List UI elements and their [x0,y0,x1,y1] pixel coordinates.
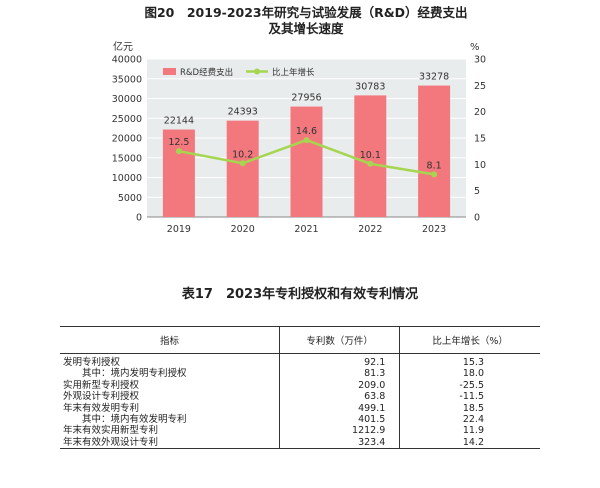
legend-marker-line [254,68,260,75]
bar [290,106,323,217]
chart-title: 图20 2019-2023年研究与试验发展（R&D）经费支出 [144,5,467,20]
row-growth: 22.4 [462,414,484,426]
y-tick-label-right: 5 [474,186,480,197]
row-patent-count: 499.1 [279,402,401,415]
table-row: 其中：境内有效发明专利 401.5 22.4 [60,414,540,426]
x-tick-label: 2022 [358,224,382,235]
row-patent-count: 1212.9 [279,425,401,437]
row-indicator: 年末有效外观设计专利 [60,436,281,450]
row-patent-count: 401.5 [279,414,401,426]
header-indicator: 指标 [60,326,281,354]
x-tick-label: 2023 [422,224,446,235]
table-row: 其中：境内发明专利授权 81.3 18.0 [60,368,540,380]
row-growth: 15.3 [462,357,484,368]
line-value-label: 14.6 [296,126,317,137]
line-value-label: 12.5 [168,137,189,148]
bar-value-label: 30783 [355,81,385,92]
bar [354,95,387,217]
y-tick-label-right: 15 [474,134,486,145]
row-indicator: 年末有效实用新型专利 [60,425,281,437]
header-patent-count: 专利数（万件） [279,326,401,354]
row-indicator: 其中：境内有效发明专利 [60,414,281,426]
row-patent-count: 81.3 [279,368,401,380]
table-row: 年末有效发明专利 499.1 18.5 [60,402,540,415]
row-indicator: 实用新型专利授权 [60,379,281,392]
y-tick-label-left: 10000 [112,173,142,184]
growth-point [175,148,182,155]
line-value-label: 10.2 [232,149,253,160]
y-tick-label-right: 30 [474,55,486,66]
table-row: 发明专利授权 92.1 15.3 [60,353,540,369]
bar-value-label: 22144 [164,116,194,127]
row-indicator: 发明专利授权 [60,353,281,369]
bar-value-label: 24393 [228,107,258,118]
row-indicator: 其中：境内发明专利授权 [60,368,281,380]
growth-point [303,137,310,144]
bar [418,85,451,217]
y-tick-label-right: 0 [474,213,480,224]
y-tick-label-right: 10 [474,160,486,171]
y-tick-label-left: 40000 [112,55,142,66]
row-growth: -25.5 [459,379,484,391]
table-row: 外观设计专利授权 63.8 -11.5 [60,391,540,403]
y-tick-label-right: 25 [474,81,486,92]
row-patent-count: 323.4 [279,436,401,450]
y-tick-label-left: 25000 [112,114,142,125]
row-growth: -11.5 [459,391,484,403]
y-tick-label-left: 20000 [112,134,142,145]
table-row: 实用新型专利授权 209.0 -25.5 [60,379,540,392]
table-row: 年末有效实用新型专利 1212.9 11.9 [60,425,540,437]
growth-point [239,160,246,167]
y-tick-label-left: 15000 [112,153,142,164]
row-patent-count: 63.8 [279,391,401,403]
y-tick-label-left: 5000 [118,193,142,204]
row-patent-count: 209.0 [279,379,401,392]
table-title: 表17 2023年专利授权和有效专利情况 [181,287,419,302]
y-tick-label-left: 30000 [112,94,142,105]
legend-label-line: 比上年增长 [272,67,315,78]
y-tick-label-left: 0 [136,213,142,224]
row-growth: 11.9 [462,425,484,437]
header-growth: 比上年增长（%） [399,326,540,354]
y-axis-label-right: % [470,42,480,53]
y-tick-label-right: 20 [474,107,486,118]
x-tick-label: 2019 [167,224,191,235]
y-tick-label-left: 35000 [112,74,142,85]
y-axis-label-left: 亿元 [113,40,133,53]
row-patent-count: 92.1 [279,353,401,369]
bar-value-label: 33278 [419,72,449,83]
line-value-label: 8.1 [427,160,442,171]
legend-swatch-bar [163,68,176,75]
row-growth: 18.5 [462,402,484,414]
row-growth: 14.2 [399,436,540,450]
row-indicator: 外观设计专利授权 [60,391,281,403]
row-indicator: 年末有效发明专利 [60,402,281,415]
table-row: 年末有效外观设计专利 323.4 14.2 [60,436,540,450]
line-value-label: 10.1 [360,150,381,161]
x-tick-label: 2021 [294,224,318,235]
bar [226,120,259,217]
legend-label-bar: R&D经费支出 [180,67,233,78]
growth-point [367,160,374,167]
bar [162,129,195,217]
bar-value-label: 27956 [291,93,321,104]
patent-table: 指标 专利数（万件） 比上年增长（%） 发明专利授权 92.1 15.3 其中：… [60,326,540,450]
chart-subtitle: 及其增长速度 [268,21,344,36]
x-tick-label: 2020 [231,224,255,235]
row-growth: 18.0 [462,368,484,380]
growth-point [431,171,438,178]
table-header-row: 指标 专利数（万件） 比上年增长（%） [60,326,540,354]
